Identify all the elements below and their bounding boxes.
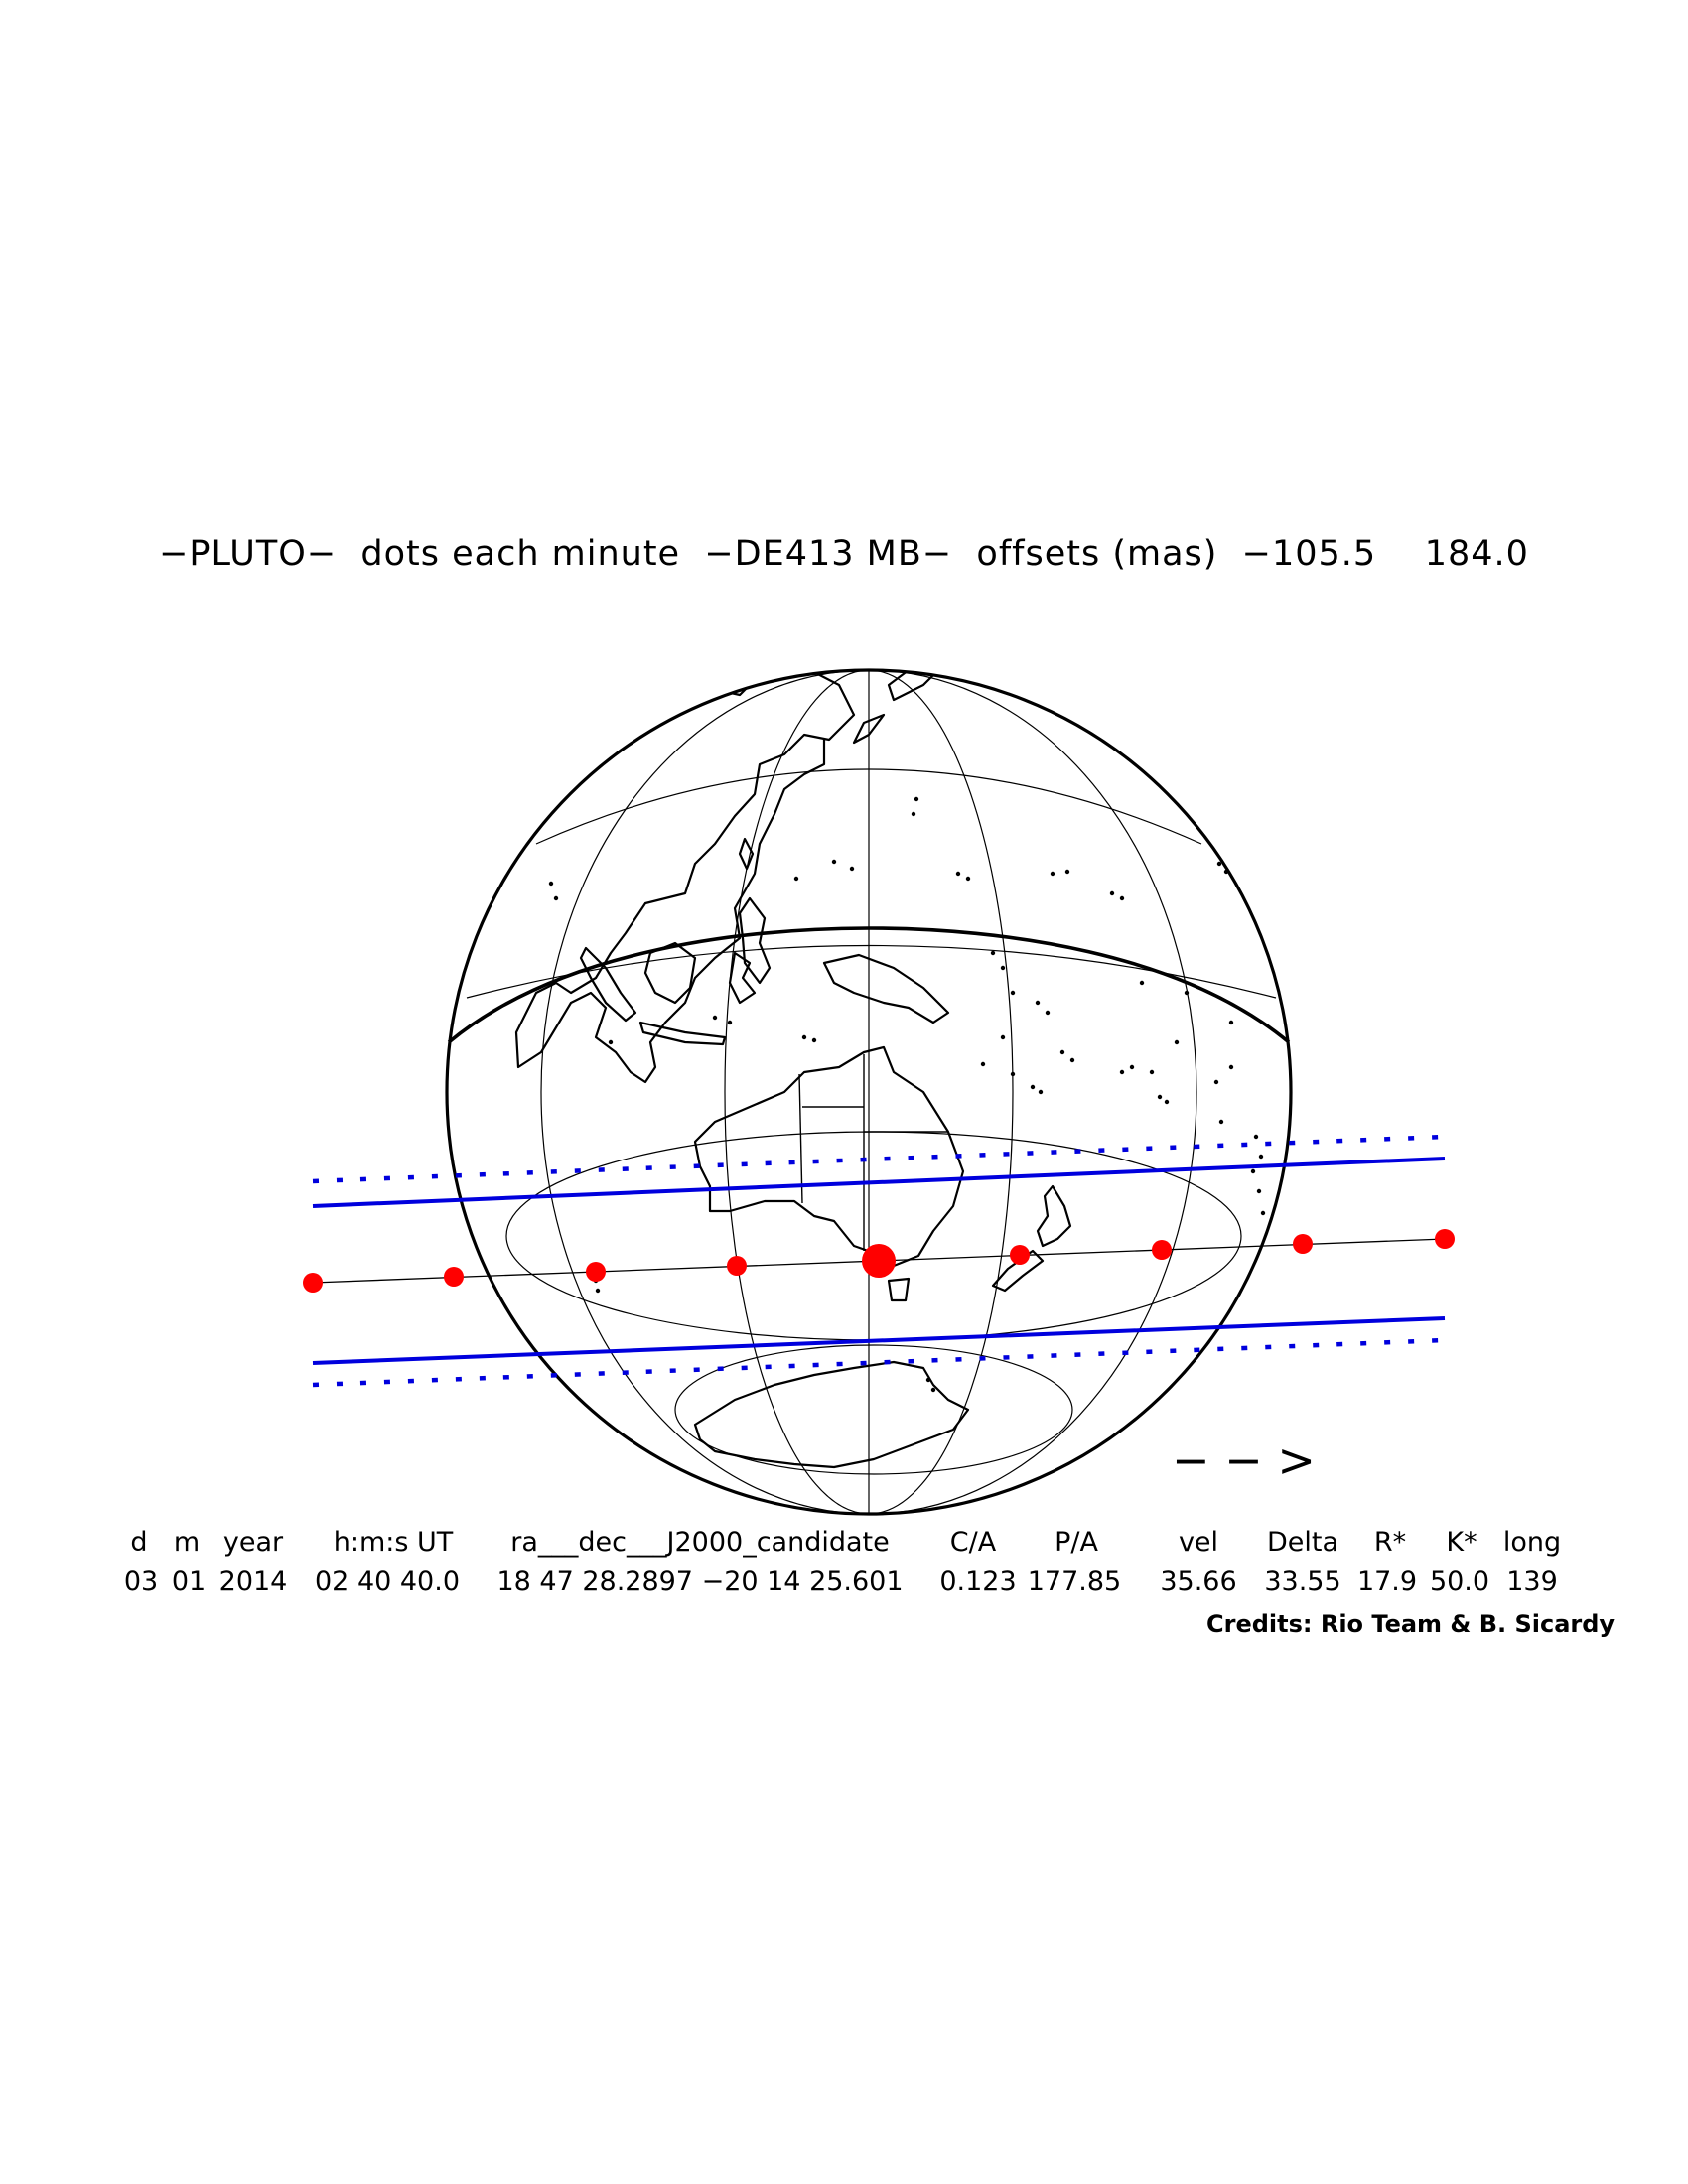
occultation-dots	[303, 1229, 1455, 1293]
pacific-islands	[548, 796, 1266, 1393]
coastlines	[514, 670, 1072, 1469]
tasmania-coastline	[887, 1277, 911, 1302]
value-k-star: 50.0	[1429, 1567, 1490, 1597]
state-borders	[798, 1054, 948, 1251]
shadow-limit-north	[312, 1157, 1446, 1208]
minute-dot	[1152, 1240, 1172, 1260]
minute-dot	[1010, 1245, 1030, 1265]
header-time: h:m:s UT	[333, 1527, 454, 1558]
header-pa: P/A	[1055, 1527, 1098, 1558]
value-vel: 35.66	[1160, 1567, 1237, 1597]
value-r-star: 17.9	[1356, 1567, 1418, 1597]
minute-dot	[586, 1262, 606, 1282]
new-guinea-coastline	[822, 953, 950, 1024]
value-month: 01	[171, 1567, 207, 1597]
event-table: d m year h:m:s UT ra___dec___J2000_candi…	[0, 1527, 1688, 1567]
sumatra-coastline	[579, 946, 637, 1023]
minute-dot	[444, 1267, 464, 1287]
header-month: m	[173, 1527, 201, 1558]
minute-dot	[727, 1256, 747, 1276]
value-pa: 177.85	[1027, 1567, 1122, 1597]
new-zealand-coastline	[1036, 1184, 1072, 1248]
asia-coastline	[514, 670, 856, 1084]
direction-arrow: − − >	[1172, 1433, 1316, 1487]
value-year: 2014	[218, 1567, 288, 1597]
credits: Credits: Rio Team & B. Sicardy	[1206, 1610, 1616, 1638]
closest-approach-dot	[862, 1244, 896, 1278]
header-long: long	[1502, 1527, 1562, 1558]
header-k-star: K*	[1446, 1527, 1477, 1558]
shadow-path	[312, 1134, 1446, 1388]
minute-dot	[1435, 1229, 1455, 1249]
java-coastline	[638, 1021, 727, 1046]
shadow-limit-south	[312, 1316, 1446, 1365]
header-vel: vel	[1178, 1527, 1219, 1558]
chart-title: −PLUTO− dots each minute −DE413 MB− offs…	[159, 534, 1529, 574]
header-ra-dec: ra___dec___J2000_candidate	[510, 1527, 890, 1558]
minute-dot	[1293, 1234, 1313, 1254]
minute-dot	[303, 1273, 323, 1293]
shadow-margin-north	[312, 1134, 1446, 1184]
philippines-coastline	[738, 837, 755, 871]
antarctica-coastline	[693, 1360, 970, 1469]
sulawesi-coastline	[728, 951, 757, 1005]
event-values: 03 01 2014 02 40 40.0 18 47 28.2897 −20 …	[0, 1567, 1688, 1606]
header-ca: C/A	[949, 1527, 997, 1558]
header-day: d	[130, 1527, 148, 1558]
header-r-star: R*	[1373, 1527, 1407, 1558]
globe-graticule	[466, 670, 1277, 1514]
header-year: year	[222, 1527, 284, 1558]
terminator-line	[447, 926, 1291, 1044]
value-delta: 33.55	[1264, 1567, 1341, 1597]
value-time: 02 40 40.0	[315, 1567, 460, 1597]
value-day: 03	[123, 1567, 159, 1597]
globe-outline	[445, 668, 1293, 1516]
header-delta: Delta	[1266, 1527, 1339, 1558]
japan-coastline	[887, 670, 945, 702]
shadow-margin-south	[312, 1337, 1446, 1388]
australia-coastline	[693, 1045, 965, 1268]
value-long: 139	[1506, 1567, 1558, 1597]
value-ca: 0.123	[939, 1567, 1017, 1597]
value-ra-dec: 18 47 28.2897 −20 14 25.601	[496, 1567, 904, 1597]
